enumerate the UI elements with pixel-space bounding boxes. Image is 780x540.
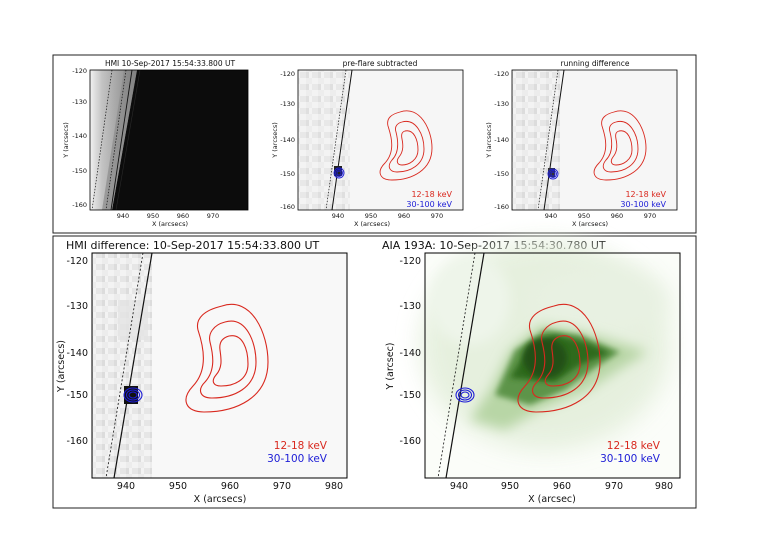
xtick-label: 950 (578, 212, 590, 220)
xtick-label: 950 (365, 212, 377, 220)
legend-blue-label: 30-100 keV (620, 200, 666, 209)
xtick-label: 970 (605, 481, 623, 492)
xtick-label: 960 (611, 212, 623, 220)
ytick-label: -140 (494, 136, 509, 144)
legend-blue-label: 30-100 keV (600, 453, 661, 465)
xtick-label: 960 (398, 212, 410, 220)
y-axis-label: Y (arcsecs) (271, 122, 279, 159)
ytick-label: -130 (494, 100, 509, 108)
xtick-label: 950 (501, 481, 519, 492)
legend-red-label: 12-18 keV (411, 190, 452, 199)
y-axis-label: Y (arcsecs) (62, 122, 70, 159)
x-axis-label: X (arcsecs) (572, 220, 608, 228)
bottom-panel-hmi-difference: HMI difference: 10-Sep-2017 15:54:33.800… (56, 239, 348, 505)
legend-red-label: 12-18 keV (607, 440, 661, 452)
xtick-label: 970 (431, 212, 443, 220)
xtick-label: 950 (147, 212, 159, 220)
y-axis-label: Y (arcsec) (385, 343, 396, 391)
top-row-frame (52, 54, 697, 234)
xtick-label: 950 (169, 481, 187, 492)
ytick-label: -120 (72, 67, 87, 75)
ytick-label: -120 (494, 70, 509, 78)
panel-title: HMI difference: 10-Sep-2017 15:54:33.800… (66, 239, 320, 252)
y-axis-label: Y (arcsecs) (56, 340, 67, 393)
ytick-label: -130 (66, 301, 88, 312)
xtick-label: 970 (273, 481, 291, 492)
x-axis-label: X (arcsecs) (194, 494, 247, 505)
ytick-label: -130 (72, 98, 87, 106)
ytick-label: -120 (399, 256, 421, 267)
ytick-label: -150 (280, 170, 295, 178)
xtick-label: 980 (325, 481, 343, 492)
ytick-label: -130 (399, 301, 421, 312)
xtick-label: 960 (177, 212, 189, 220)
ytick-label: -120 (280, 70, 295, 78)
xtick-label: 960 (553, 481, 571, 492)
x-axis-label: X (arcsecs) (354, 220, 390, 228)
xtick-label: 940 (332, 212, 344, 220)
legend-red-label: 12-18 keV (274, 440, 328, 452)
ytick-label: -140 (72, 132, 87, 140)
ytick-label: -160 (494, 203, 509, 211)
ytick-label: -160 (280, 203, 295, 211)
ytick-label: -130 (280, 100, 295, 108)
xtick-label: 960 (221, 481, 239, 492)
ytick-label: -150 (494, 170, 509, 178)
bottom-panel-aia-193: AIA 193A: 10-Sep-2017 15:54:30.780 UT (382, 239, 681, 505)
ytick-label: -120 (66, 256, 88, 267)
top-panel-running-difference: running difference 12-18 keV 30-100 keV … (485, 59, 678, 228)
xtick-label: 980 (655, 481, 673, 492)
ytick-label: -160 (66, 436, 88, 447)
xtick-label: 940 (117, 481, 135, 492)
top-panel-preflare: pre-flare subtracted 12-18 keV 30-100 ke… (271, 59, 464, 228)
x-axis-label: X (arcsec) (528, 494, 576, 505)
legend-blue-label: 30-100 keV (267, 453, 328, 465)
ytick-label: -160 (399, 436, 421, 447)
xtick-label: 970 (644, 212, 656, 220)
xtick-label: 940 (450, 481, 468, 492)
ytick-label: -150 (66, 390, 88, 401)
xtick-label: 970 (207, 212, 219, 220)
x-axis-label: X (arcsecs) (152, 220, 188, 228)
ytick-label: -150 (399, 390, 421, 401)
xtick-label: 940 (545, 212, 557, 220)
bottom-row-frame (52, 235, 697, 509)
legend-blue-label: 30-100 keV (406, 200, 452, 209)
top-panel-hmi: HMI 10-Sep-2017 15:54:33.800 UT -120 -13… (62, 59, 249, 228)
ytick-label: -140 (280, 136, 295, 144)
y-axis-label: Y (arcsecs) (485, 122, 493, 159)
ytick-label: -140 (66, 348, 88, 359)
panel-title: HMI 10-Sep-2017 15:54:33.800 UT (105, 59, 236, 68)
panel-title: running difference (561, 59, 630, 68)
ytick-label: -150 (72, 167, 87, 175)
ytick-label: -160 (72, 201, 87, 209)
legend-red-label: 12-18 keV (625, 190, 666, 199)
xtick-label: 940 (117, 212, 129, 220)
ytick-label: -140 (399, 348, 421, 359)
panel-title: pre-flare subtracted (343, 59, 418, 68)
